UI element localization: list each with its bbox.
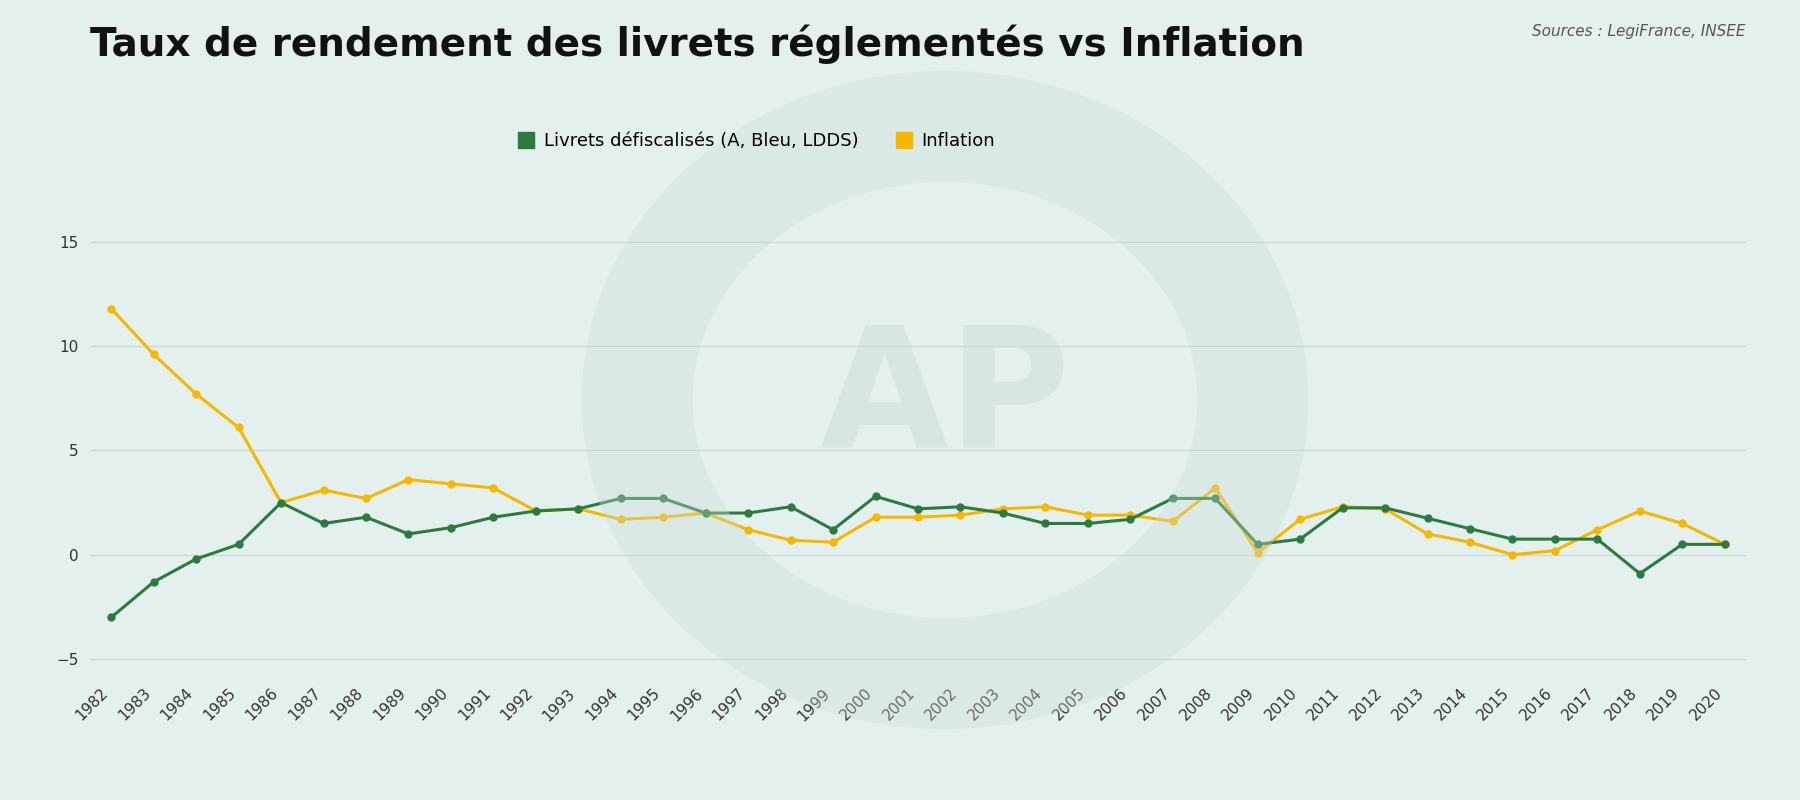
Text: AP: AP	[819, 318, 1071, 482]
Legend: Livrets défiscalisés (A, Bleu, LDDS), Inflation: Livrets défiscalisés (A, Bleu, LDDS), In…	[509, 125, 1003, 158]
Text: Taux de rendement des livrets réglementés vs Inflation: Taux de rendement des livrets réglementé…	[90, 24, 1305, 63]
Text: Sources : LegiFrance, INSEE: Sources : LegiFrance, INSEE	[1532, 24, 1746, 39]
